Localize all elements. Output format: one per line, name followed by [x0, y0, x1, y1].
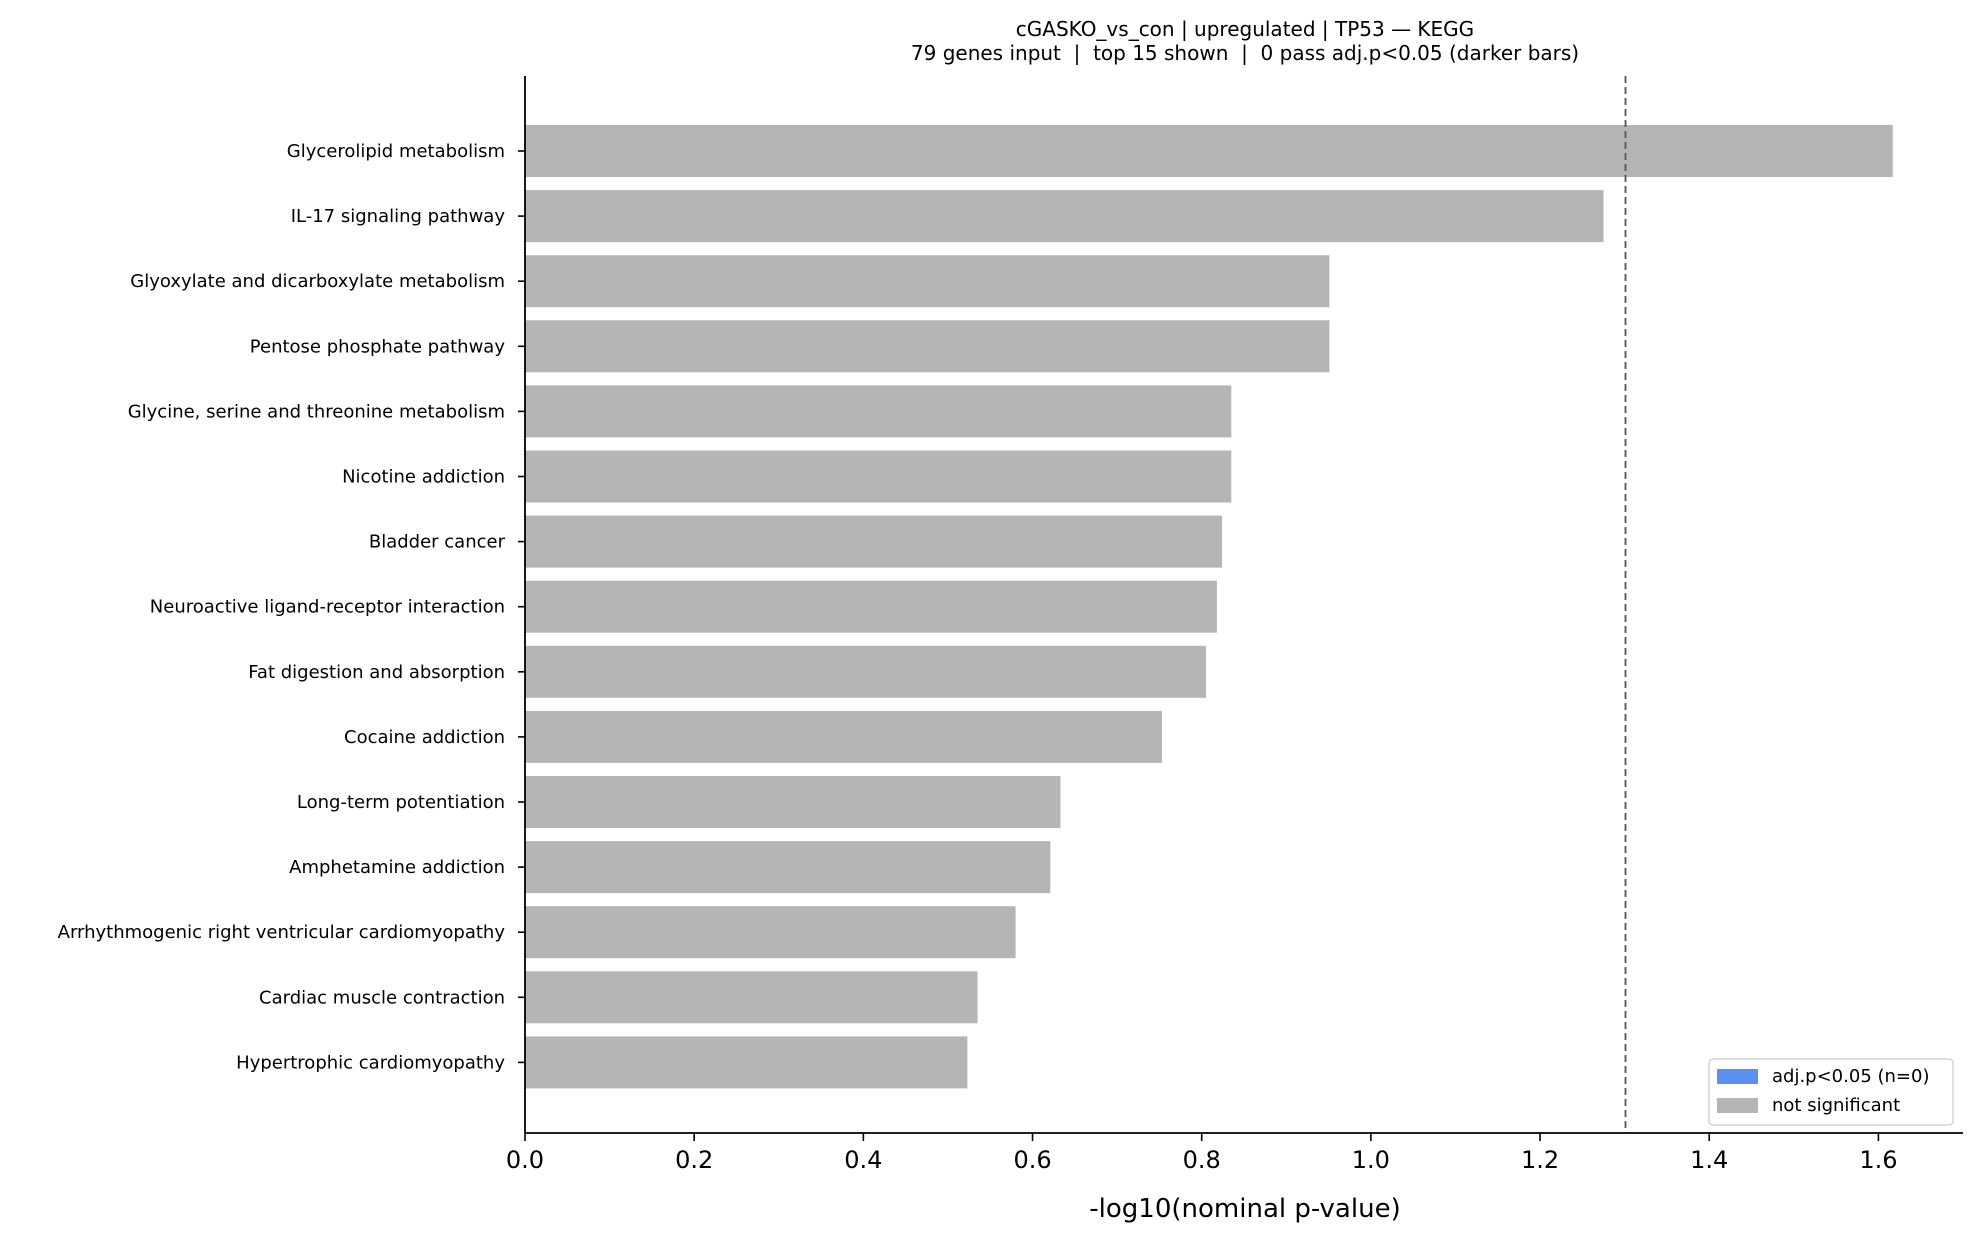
legend: adj.p<0.05 (n=0) not significant: [1708, 1058, 1954, 1126]
category-label: Neuroactive ligand-receptor interaction: [150, 597, 505, 618]
bar: [525, 1036, 968, 1089]
legend-swatch: [1717, 1098, 1758, 1113]
x-tick-label: 0.4: [844, 1146, 882, 1174]
bar: [525, 906, 1016, 959]
x-tick-label: 0.2: [675, 1146, 713, 1174]
x-axis-label: -log10(nominal p-value): [1089, 1194, 1400, 1224]
x-tick-label: 1.0: [1352, 1146, 1390, 1174]
category-label: Cocaine addiction: [344, 727, 505, 748]
bar: [525, 841, 1051, 894]
bar: [525, 385, 1232, 438]
category-label: Cardiac muscle contraction: [259, 987, 505, 1008]
bar: [525, 580, 1217, 633]
legend-swatch: [1717, 1069, 1758, 1084]
category-label: IL-17 signaling pathway: [291, 206, 506, 227]
x-ticks: 0.0 0.2 0.4 0.6 0.8 1.0 1.2 1.4 1.6: [506, 1133, 1897, 1174]
bar: [525, 320, 1330, 373]
bar: [525, 450, 1232, 503]
x-tick-label: 0.6: [1013, 1146, 1051, 1174]
legend-label: adj.p<0.05 (n=0): [1772, 1066, 1929, 1087]
bars-layer: [525, 125, 1893, 1089]
category-label: Hypertrophic cardiomyopathy: [236, 1052, 505, 1073]
x-tick-label: 0.0: [506, 1146, 544, 1174]
category-label: Amphetamine addiction: [289, 857, 505, 878]
chart-subtitle: 79 genes input | top 15 shown | 0 pass a…: [911, 41, 1579, 65]
legend-box: [1708, 1058, 1954, 1126]
category-label: Glyoxylate and dicarboxylate metabolism: [130, 271, 505, 292]
bar: [525, 190, 1604, 243]
category-label: Arrhythmogenic right ventricular cardiom…: [58, 922, 506, 943]
category-label: Glycine, serine and threonine metabolism: [128, 401, 505, 422]
axes-layer: [524, 76, 1963, 1134]
chart-title: cGASKO_vs_con | upregulated | TP53 — KEG…: [1016, 17, 1474, 41]
bar: [525, 776, 1061, 828]
x-tick-label: 1.4: [1690, 1146, 1728, 1174]
x-tick-label: 0.8: [1183, 1146, 1221, 1174]
category-label: Long-term potentiation: [297, 792, 505, 813]
bar: [525, 255, 1330, 308]
bar: [525, 645, 1206, 698]
legend-label: not significant: [1772, 1095, 1900, 1116]
bar: [525, 515, 1223, 568]
category-label: Fat digestion and absorption: [248, 662, 505, 683]
category-label: Pentose phosphate pathway: [250, 336, 506, 357]
bar: [525, 125, 1893, 177]
x-tick-label: 1.6: [1859, 1146, 1897, 1174]
bar: [525, 971, 978, 1024]
category-label: Nicotine addiction: [342, 467, 505, 488]
category-label: Glycerolipid metabolism: [287, 141, 505, 162]
bar: [525, 710, 1162, 763]
category-labels: Glycerolipid metabolism IL-17 signaling p…: [58, 141, 525, 1073]
category-label: Bladder cancer: [369, 532, 506, 553]
x-tick-label: 1.2: [1521, 1146, 1559, 1174]
